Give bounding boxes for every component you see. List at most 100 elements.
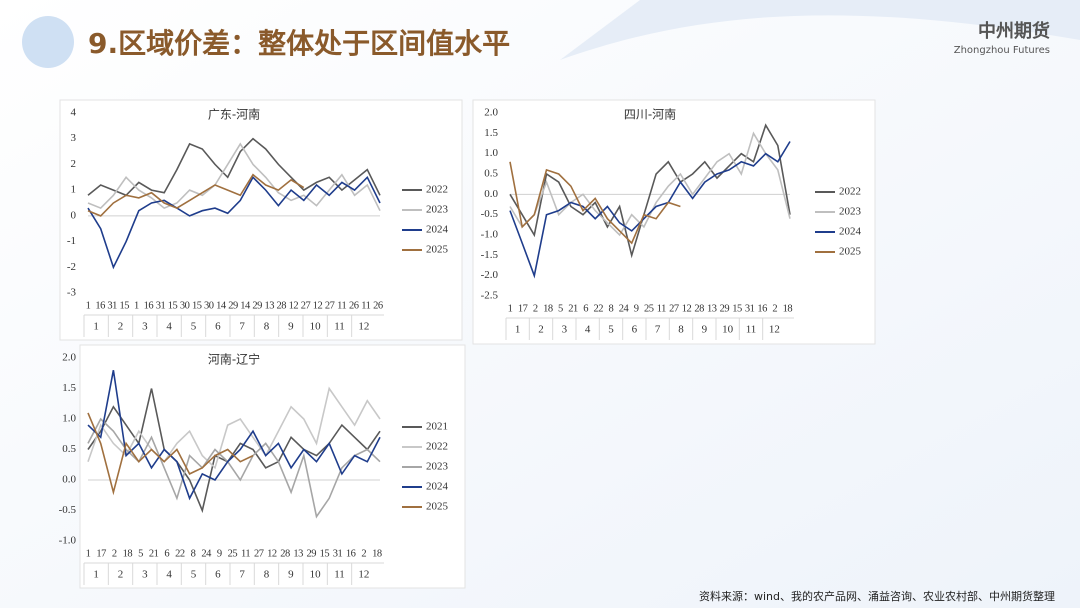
- x-tick-label: 22: [175, 548, 185, 559]
- month-label: 4: [585, 324, 591, 336]
- x-tick-label: 28: [277, 300, 287, 311]
- x-tick-label: 1: [86, 548, 91, 559]
- month-label: 9: [288, 321, 294, 333]
- month-label: 7: [239, 569, 245, 581]
- series-line: [87, 142, 381, 212]
- y-tick-label: -1.5: [481, 249, 499, 261]
- legend-label: 2023: [426, 461, 449, 473]
- x-tick-label: 12: [682, 303, 692, 314]
- x-tick-label: 21: [149, 548, 159, 559]
- month-label: 11: [334, 569, 345, 581]
- legend-label: 2021: [426, 421, 448, 433]
- x-tick-label: 16: [95, 300, 105, 311]
- series-line: [509, 123, 791, 259]
- series-line: [87, 173, 305, 217]
- legend-label: 2024: [839, 226, 862, 238]
- x-tick-label: 24: [201, 548, 212, 559]
- x-tick-label: 13: [264, 300, 274, 311]
- x-tick-label: 27: [669, 303, 679, 314]
- y-tick-label: 2: [71, 158, 77, 170]
- legend-label: 2023: [839, 206, 862, 218]
- x-tick-label: 15: [119, 300, 129, 311]
- month-label: 11: [334, 321, 345, 333]
- month-label: 12: [769, 324, 780, 336]
- x-tick-label: 1: [86, 300, 91, 311]
- y-tick-label: -1: [67, 235, 76, 247]
- x-tick-label: 12: [267, 548, 277, 559]
- x-tick-label: 27: [325, 300, 335, 311]
- x-tick-label: 12: [313, 300, 323, 311]
- x-tick-label: 5: [558, 303, 563, 314]
- x-tick-label: 6: [583, 303, 588, 314]
- legend-label: 2022: [426, 441, 448, 453]
- y-tick-label: -1.0: [59, 535, 77, 547]
- y-tick-label: -1.0: [481, 229, 499, 241]
- x-tick-label: 15: [732, 303, 742, 314]
- x-tick-label: 30: [180, 300, 190, 311]
- month-label: 5: [191, 569, 197, 581]
- series-line: [87, 175, 381, 270]
- x-tick-label: 28: [280, 548, 290, 559]
- y-tick-label: -0.5: [481, 208, 499, 220]
- x-tick-label: 17: [518, 303, 528, 314]
- x-tick-label: 21: [568, 303, 578, 314]
- x-tick-label: 2: [361, 548, 366, 559]
- x-tick-label: 31: [745, 303, 755, 314]
- x-tick-label: 24: [619, 303, 630, 314]
- x-tick-label: 17: [96, 548, 106, 559]
- x-tick-label: 8: [191, 548, 196, 559]
- month-label: 2: [538, 324, 544, 336]
- month-label: 2: [118, 569, 124, 581]
- x-tick-label: 2: [112, 548, 117, 559]
- month-label: 11: [746, 324, 757, 336]
- y-tick-label: 1: [71, 184, 77, 196]
- month-label: 4: [166, 569, 172, 581]
- legend-label: 2022: [839, 186, 861, 198]
- y-tick-label: 3: [71, 132, 77, 144]
- x-tick-label: 9: [634, 303, 639, 314]
- x-tick-label: 15: [168, 300, 178, 311]
- y-tick-label: 0.0: [62, 474, 76, 486]
- chart-panel: [79, 344, 466, 589]
- y-tick-label: 0.5: [62, 443, 76, 455]
- month-label: 10: [722, 324, 734, 336]
- logo: 中州期货: [978, 20, 1050, 42]
- chart-panel: [59, 99, 463, 341]
- y-tick-label: 0.0: [484, 188, 498, 200]
- x-tick-label: 13: [293, 548, 303, 559]
- x-tick-label: 5: [138, 548, 143, 559]
- x-tick-label: 18: [123, 548, 133, 559]
- series-line: [87, 412, 254, 496]
- x-tick-label: 15: [192, 300, 202, 311]
- month-label: 1: [93, 321, 99, 333]
- y-tick-label: -0.5: [59, 504, 77, 516]
- logo-sub: Zhongzhou Futures: [954, 45, 1050, 56]
- legend-label: 2024: [426, 481, 449, 493]
- y-tick-label: -3: [67, 287, 77, 299]
- x-tick-label: 25: [228, 548, 238, 559]
- month-label: 9: [288, 569, 294, 581]
- legend-label: 2023: [426, 204, 449, 216]
- y-tick-label: 1.0: [484, 147, 498, 159]
- x-tick-label: 31: [333, 548, 343, 559]
- month-label: 4: [166, 321, 172, 333]
- footer-source: 资料来源：wind、我的农产品网、涌益咨询、农业农村部、中州期货整理: [699, 589, 1055, 603]
- month-label: 3: [562, 324, 568, 336]
- y-tick-label: 0: [71, 209, 77, 221]
- x-tick-label: 25: [644, 303, 654, 314]
- legend-label: 2025: [839, 246, 862, 258]
- x-tick-label: 18: [783, 303, 793, 314]
- x-tick-label: 14: [216, 300, 227, 311]
- y-tick-label: 4: [71, 107, 77, 119]
- x-tick-label: 16: [144, 300, 154, 311]
- chart-panel: [472, 99, 876, 345]
- header-icon: [22, 16, 74, 68]
- month-label: 6: [215, 321, 221, 333]
- x-tick-label: 18: [543, 303, 553, 314]
- month-label: 1: [515, 324, 521, 336]
- month-label: 7: [239, 321, 245, 333]
- series-line: [87, 388, 381, 514]
- y-tick-label: 1.5: [484, 127, 498, 139]
- month-label: 10: [310, 321, 322, 333]
